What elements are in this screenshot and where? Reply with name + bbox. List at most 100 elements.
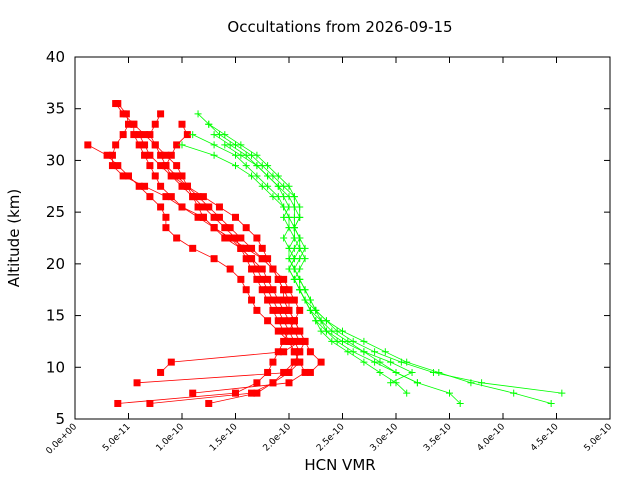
data-point: [280, 368, 288, 376]
data-point: [510, 389, 518, 397]
data-point: [242, 162, 250, 170]
data-point: [269, 358, 277, 366]
data-point: [157, 151, 165, 159]
data-point: [296, 348, 304, 356]
data-point: [146, 151, 154, 159]
data-point: [157, 203, 165, 211]
data-point: [264, 296, 272, 304]
data-point: [248, 296, 256, 304]
data-point: [306, 368, 314, 376]
data-point: [274, 296, 282, 304]
data-point: [429, 368, 437, 376]
data-point: [403, 389, 411, 397]
data-point: [253, 379, 261, 387]
plot-frame: [74, 56, 611, 420]
data-point: [133, 379, 141, 387]
data-point: [269, 296, 277, 304]
y-axis-label: Altitude (km): [5, 189, 23, 287]
data-point: [269, 286, 277, 294]
x-tick-label: 3.5e-10: [422, 422, 454, 454]
data-point: [183, 182, 191, 190]
data-point: [258, 265, 266, 273]
x-tick-label: 3.0e-10: [369, 422, 401, 454]
data-point: [210, 255, 218, 263]
data-point: [151, 120, 159, 128]
data-point: [232, 162, 239, 170]
profile-line: [112, 103, 301, 384]
data-point: [237, 234, 245, 242]
data-point: [301, 337, 309, 345]
data-point: [146, 193, 154, 201]
data-point: [301, 286, 309, 294]
data-point: [381, 348, 389, 356]
data-point: [280, 337, 288, 345]
data-point: [285, 286, 293, 294]
data-point: [387, 358, 395, 366]
data-point: [285, 368, 293, 376]
data-point: [146, 399, 154, 407]
data-point: [242, 255, 250, 263]
data-point: [205, 399, 213, 407]
data-point: [296, 327, 304, 335]
x-axis: 0.0e+00 5.0e-11 1.0e-10 1.5e-10 2.0e-10 2.5e-…: [45, 57, 614, 457]
y-tick-label: 40: [46, 48, 65, 66]
data-point: [349, 348, 357, 356]
data-point: [130, 131, 138, 139]
data-point: [285, 337, 293, 345]
data-point: [296, 234, 304, 242]
data-point: [248, 255, 256, 263]
data-point: [258, 182, 266, 190]
data-point: [290, 203, 298, 211]
data-point: [221, 224, 229, 232]
data-point: [253, 162, 261, 170]
data-point: [248, 265, 256, 273]
data-point: [290, 348, 298, 356]
data-point: [178, 141, 186, 149]
data-point: [141, 141, 149, 149]
data-point: [210, 141, 218, 149]
data-point: [397, 358, 405, 366]
data-point: [114, 162, 122, 170]
data-point: [413, 379, 421, 387]
data-point: [280, 296, 288, 304]
y-tick-label: 30: [46, 151, 65, 169]
data-point: [296, 358, 304, 366]
data-point: [296, 306, 304, 314]
data-point: [296, 275, 304, 283]
data-point: [312, 306, 320, 314]
data-point: [280, 317, 288, 325]
data-point: [112, 141, 120, 149]
data-point: [248, 172, 256, 180]
data-point: [242, 286, 250, 294]
data-point: [333, 337, 341, 345]
data-point: [280, 306, 288, 314]
data-point: [360, 337, 368, 345]
data-point: [285, 193, 293, 201]
data-point: [280, 234, 288, 242]
data-point: [167, 358, 175, 366]
data-point: [210, 213, 218, 221]
data-point: [146, 131, 154, 139]
data-point: [280, 327, 288, 335]
data-point: [290, 327, 298, 335]
data-point: [371, 348, 379, 356]
data-point: [269, 265, 277, 273]
data-point: [167, 172, 175, 180]
y-tick-label: 25: [46, 203, 65, 221]
data-point: [205, 203, 213, 211]
data-point: [456, 399, 464, 407]
data-point: [226, 265, 234, 273]
chart-title: Occultations from 2026-09-15: [227, 18, 452, 36]
data-point: [274, 182, 282, 190]
data-point: [258, 244, 266, 252]
data-point: [290, 358, 298, 366]
data-point: [135, 182, 143, 190]
data-point: [285, 379, 293, 387]
data-point: [371, 358, 379, 366]
profile-line: [224, 144, 418, 384]
data-point: [285, 244, 293, 252]
data-point: [167, 151, 175, 159]
data-point: [547, 399, 555, 407]
data-point: [558, 389, 566, 397]
